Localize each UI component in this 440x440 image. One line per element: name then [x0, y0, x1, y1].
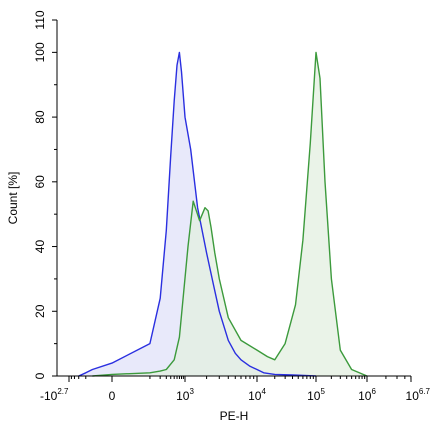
- x-tick-label: -102.7: [40, 387, 69, 403]
- y-axis-label: Count [%]: [6, 172, 20, 225]
- x-tick-label: 104: [248, 387, 266, 403]
- y-ticks: 0 20 40 60 80 100 110: [33, 10, 57, 379]
- x-tick-label: 106.7: [406, 387, 431, 403]
- y-tick-label: 20: [33, 304, 47, 318]
- y-tick-label: 100: [33, 42, 47, 62]
- series-1-line: [78, 51, 317, 377]
- y-tick-label: 60: [33, 175, 47, 189]
- y-tick-label: 110: [33, 10, 47, 29]
- series-2-fill: [92, 52, 368, 377]
- x-tick-label: 105: [307, 387, 325, 403]
- x-axis-label: PE-H: [220, 409, 249, 423]
- y-tick-label: 80: [33, 110, 47, 124]
- y-tick-label: 40: [33, 240, 47, 254]
- x-tick-label: 0: [109, 389, 116, 403]
- series-layer: [78, 51, 368, 377]
- series-2-line: [92, 51, 368, 377]
- x-tick-label: 106: [358, 387, 376, 403]
- x-ticks: -102.7 0 103 104 105 106 106.7: [40, 376, 431, 403]
- x-tick-label: 103: [176, 387, 194, 403]
- y-tick-label: 0: [33, 372, 47, 379]
